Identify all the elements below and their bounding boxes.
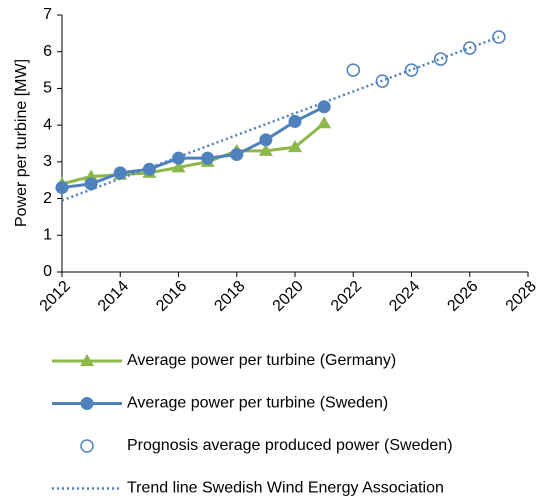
x-tick-label: 2026	[444, 278, 481, 315]
legend-label: Average power per turbine (Sweden)	[127, 395, 388, 412]
marker	[171, 160, 186, 173]
marker	[492, 30, 506, 44]
legend-label: Prognosis average produced power (Sweden…	[127, 437, 453, 454]
series-line	[61, 35, 500, 202]
marker	[433, 52, 448, 66]
marker	[172, 151, 185, 165]
marker	[404, 63, 419, 77]
y-tick-label: 3	[43, 153, 52, 170]
legend-label: Average power per turbine (Germany)	[127, 352, 396, 369]
x-tick-label: 2018	[211, 278, 248, 315]
y-axis-label: Power per turbine [MW]	[13, 59, 30, 227]
y-tick-label: 1	[43, 227, 52, 244]
legend-label: Trend line Swedish Wind Energy Associati…	[127, 480, 444, 497]
x-tick-label: 2024	[386, 278, 423, 315]
y-tick-label: 5	[43, 80, 52, 97]
marker	[317, 116, 332, 129]
y-tick-label: 0	[43, 263, 52, 280]
y-tick-label: 4	[43, 116, 52, 133]
marker	[142, 162, 156, 176]
x-tick-label: 2012	[37, 278, 74, 315]
legend-marker	[80, 397, 94, 410]
marker	[230, 148, 244, 162]
x-tick-label: 2028	[503, 278, 540, 315]
marker	[201, 151, 215, 165]
legend-marker	[80, 354, 94, 366]
x-tick-label: 2020	[270, 278, 307, 315]
marker	[258, 143, 273, 156]
x-tick-label: 2014	[95, 278, 132, 315]
y-tick-label: 6	[43, 43, 52, 60]
x-tick-label: 2022	[328, 278, 365, 315]
x-tick-label: 2016	[153, 278, 190, 315]
marker	[55, 181, 69, 195]
marker	[84, 177, 98, 191]
y-tick-label: 2	[43, 190, 52, 207]
legend-marker	[80, 439, 94, 453]
marker	[288, 114, 302, 128]
marker	[317, 100, 331, 114]
series-line	[61, 105, 325, 190]
marker	[259, 133, 273, 147]
marker	[288, 140, 302, 153]
series-line	[61, 122, 326, 186]
y-tick-label: 7	[43, 6, 52, 23]
marker	[346, 63, 360, 77]
